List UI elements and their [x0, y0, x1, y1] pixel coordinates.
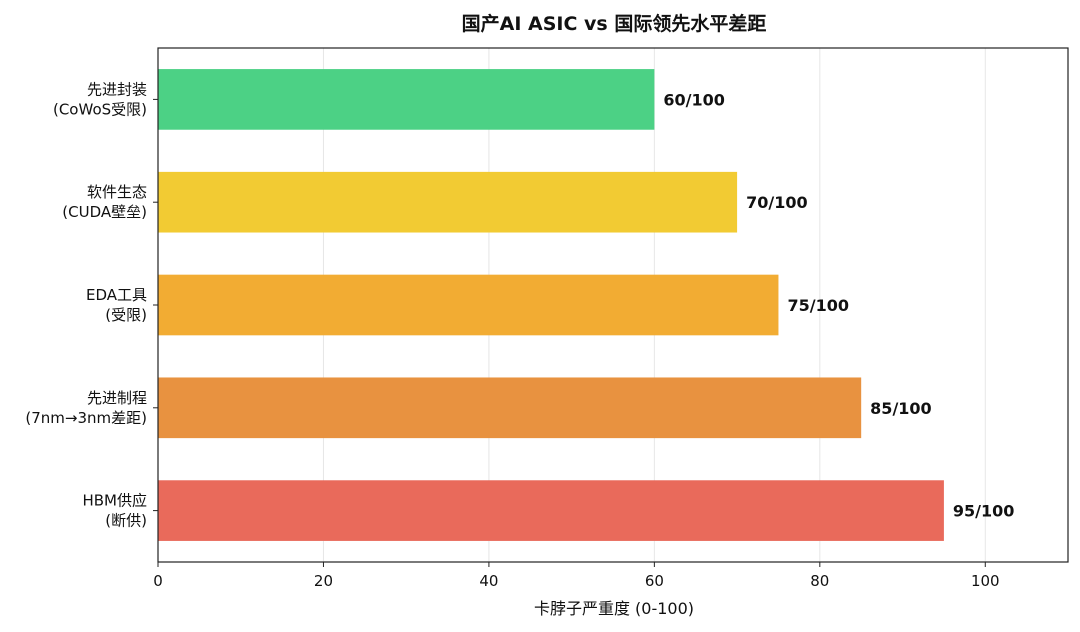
x-tick-label: 100 [971, 572, 1000, 590]
x-tick-label: 60 [645, 572, 664, 590]
y-tick-label: 先进制程 [87, 389, 147, 407]
y-tick-label: (CUDA壁垒) [62, 203, 147, 221]
x-axis: 0 20 40 60 80 100 [153, 562, 1000, 590]
x-axis-label: 卡脖子严重度 (0-100) [534, 599, 694, 618]
x-tick-label: 0 [153, 572, 163, 590]
y-tick-label: 先进封装 [87, 80, 147, 98]
y-axis: 先进封装 (CoWoS受限) 软件生态 (CUDA壁垒) EDA工具 (受限) 先进制程 (7… [25, 80, 158, 530]
y-tick-label: HBM供应 [82, 492, 147, 510]
bar [158, 171, 738, 233]
data-label: 60/100 [663, 90, 725, 109]
x-tick-label: 40 [479, 572, 498, 590]
chart-title: 国产AI ASIC vs 国际领先水平差距 [462, 12, 767, 35]
x-tick-label: 80 [810, 572, 829, 590]
y-tick-label: (7nm→3nm差距) [25, 409, 147, 427]
bar [158, 69, 655, 130]
y-tick-label: EDA工具 [86, 286, 147, 304]
bar [158, 480, 944, 541]
data-label: 75/100 [787, 296, 849, 315]
y-tick-label: (受限) [105, 306, 147, 324]
data-label: 70/100 [746, 193, 808, 212]
bars: 60/100 70/100 75/100 85/100 95/100 [158, 69, 1014, 541]
y-tick-label: (CoWoS受限) [53, 100, 147, 118]
y-tick-label: 软件生态 [87, 183, 147, 201]
bar [158, 274, 779, 336]
y-tick-label: (断供) [105, 512, 147, 530]
bar [158, 377, 862, 439]
x-tick-label: 20 [314, 572, 333, 590]
data-label: 95/100 [953, 502, 1015, 521]
data-label: 85/100 [870, 399, 932, 418]
